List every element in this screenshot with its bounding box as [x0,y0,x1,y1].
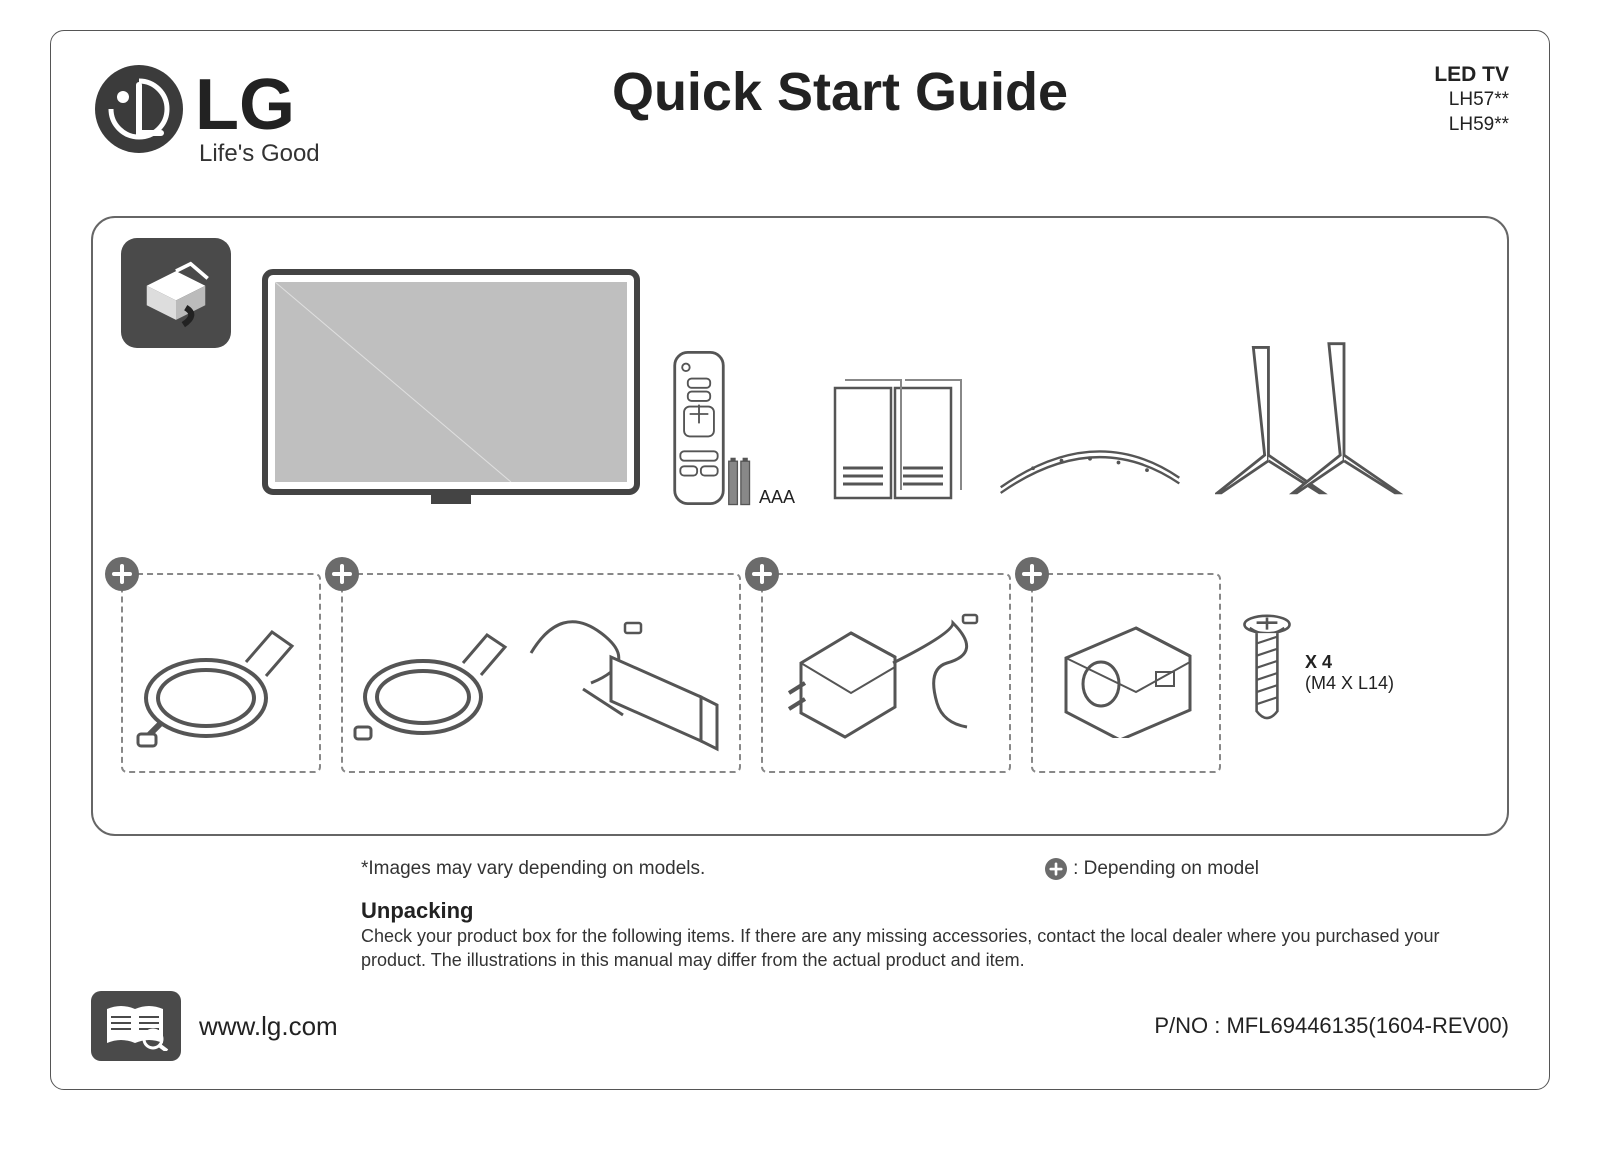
box-contents: AAA [91,216,1509,836]
plus-badge-icon [1015,557,1049,591]
header: LG Life's Good Quick Start Guide LED TV … [91,61,1509,186]
optional-cable-1 [121,573,321,773]
cable-holder-illustration [1046,608,1206,738]
plus-badge-icon [1045,858,1067,880]
depending-note: : Depending on model [1045,858,1259,880]
brand-logo: LG Life's Good [91,61,351,186]
depending-label: : Depending on model [1073,858,1259,880]
footer: www.lg.com P/NO : MFL69446135(1604-REV00… [91,991,1509,1061]
remote-illustration [671,348,727,508]
optional-adapter-2 [761,573,1011,773]
batteries-illustration [727,456,753,508]
notes-row: *Images may vary depending on models. : … [91,858,1509,880]
screw-spec: (M4 X L14) [1305,673,1394,694]
battery-type-label: AAA [759,487,795,508]
page-title: Quick Start Guide [351,61,1329,123]
screw-illustration [1241,608,1293,738]
unbox-icon [121,238,231,348]
unpacking-heading: Unpacking [361,898,1469,924]
footer-left: www.lg.com [91,991,338,1061]
remote-batteries: AAA [671,348,795,508]
tagline-text: Life's Good [199,140,320,167]
wall-adapter-illustration [771,593,1001,753]
plus-badge-icon [325,557,359,591]
brand-text: LG [195,65,295,145]
cord-adapter-illustration [351,593,731,753]
lg-logo-icon: LG Life's Good [91,61,351,181]
stand-legs-illustration [1215,338,1405,508]
tv-illustration [261,268,641,508]
unpacking-block: Unpacking Check your product box for the… [91,898,1509,973]
unpacking-body: Check your product box for the following… [361,924,1469,973]
model-1: LH57** [1329,88,1509,113]
row-optional-items: X 4 (M4 X L14) [121,558,1479,788]
manual-icon [91,991,181,1061]
model-info: LED TV LH57** LH59** [1329,61,1509,138]
product-type: LED TV [1329,61,1509,88]
page-frame: LG Life's Good Quick Start Guide LED TV … [50,30,1550,1090]
optional-holder [1031,573,1221,773]
part-number: P/NO : MFL69446135(1604-REV00) [1154,1013,1509,1039]
screws-item: X 4 (M4 X L14) [1241,608,1394,738]
model-2: LH59** [1329,113,1509,138]
screw-qty: X 4 [1305,652,1394,673]
plus-badge-icon [105,557,139,591]
power-cord-illustration [136,598,306,748]
plus-badge-icon [745,557,779,591]
website-url: www.lg.com [199,1011,338,1042]
screw-label: X 4 (M4 X L14) [1305,652,1394,694]
optional-adapter-1 [341,573,741,773]
booklet-illustration [825,378,965,508]
images-vary-note: *Images may vary depending on models. [361,858,705,880]
cable-cover-illustration [995,438,1185,508]
row-main-items: AAA [121,238,1479,508]
